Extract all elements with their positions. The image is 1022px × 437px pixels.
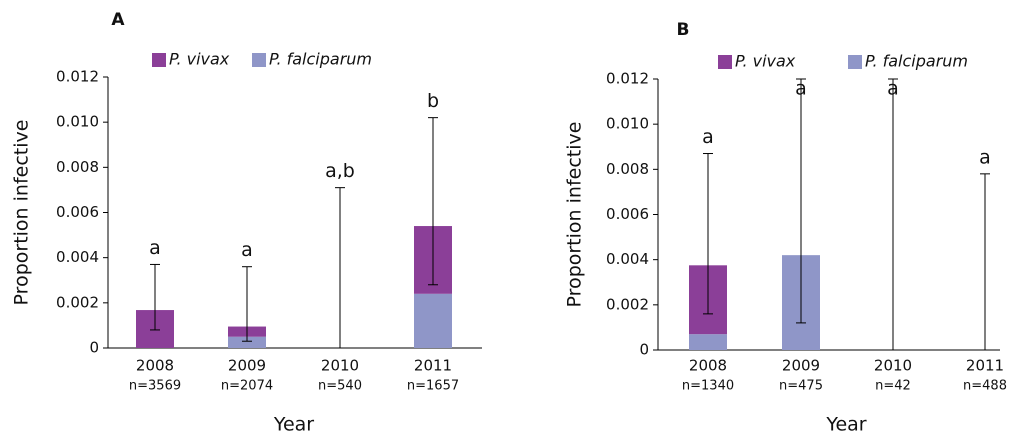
legend-label: P. falciparum [865,52,968,71]
legend-swatch [718,55,732,69]
significance-letter: a [979,146,991,168]
y-axis-label: Proportion infective [11,120,33,306]
legend-label: P. vivax [735,52,796,71]
x-tick-label: 2011 [414,357,452,375]
significance-letter: a [887,78,899,100]
y-tick-label: 0.012 [606,70,649,88]
y-tick-label: 0 [639,341,649,359]
legend-swatch [152,53,166,67]
significance-letter: a,b [325,160,355,182]
x-tick-label: 2011 [966,357,1004,375]
sample-size: n=1657 [407,379,459,394]
y-tick-label: 0.008 [56,158,99,176]
legend-swatch [252,53,266,67]
sample-size: n=3569 [129,379,181,394]
x-tick-label: 2010 [321,357,359,375]
significance-letter: b [427,90,439,112]
x-tick-label: 2009 [228,357,266,375]
sample-size: n=488 [963,379,1007,394]
y-tick-label: 0.010 [56,113,99,131]
y-tick-label: 0.002 [606,295,649,313]
bar-segment [689,334,727,350]
panel-title: A [111,10,125,30]
bar-segment [414,293,452,348]
significance-letter: a [149,237,161,259]
y-tick-label: 0.004 [606,250,649,268]
y-tick-label: 0 [89,339,99,357]
y-tick-label: 0.006 [606,205,649,223]
x-axis-label: Year [825,414,866,436]
sample-size: n=475 [779,379,823,394]
significance-letter: a [702,126,714,148]
x-tick-label: 2008 [136,357,174,375]
legend-label: P. falciparum [269,50,372,69]
x-axis-label: Year [273,414,314,436]
y-tick-label: 0.008 [606,160,649,178]
legend-swatch [848,55,862,69]
bar-segment [228,336,266,348]
legend-label: P. vivax [169,50,230,69]
sample-size: n=42 [875,379,911,394]
x-tick-label: 2010 [874,357,912,375]
sample-size: n=540 [318,379,362,394]
significance-letter: a [795,78,807,100]
y-axis-label: Proportion infective [564,122,586,308]
y-tick-label: 0.002 [56,293,99,311]
significance-letter: a [241,239,253,261]
y-tick-label: 0.012 [56,68,99,86]
x-tick-label: 2008 [689,357,727,375]
x-tick-label: 2009 [782,357,820,375]
sample-size: n=2074 [221,379,273,394]
y-tick-label: 0.006 [56,203,99,221]
y-tick-label: 0.010 [606,115,649,133]
y-tick-label: 0.004 [56,248,99,266]
panel-title: B [677,20,690,40]
sample-size: n=1340 [682,379,734,394]
